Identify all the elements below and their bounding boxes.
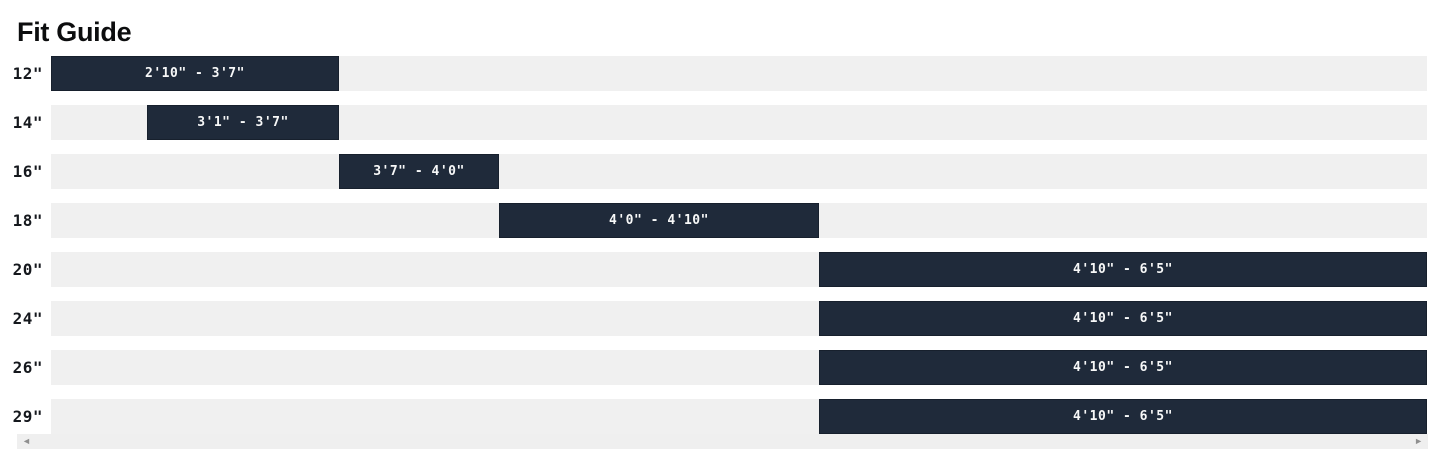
wheel-size-label: 12" (12, 64, 43, 83)
wheel-size-label: 26" (12, 358, 43, 377)
fit-guide-row: 29" 4'10" - 6'5" (0, 399, 1445, 434)
fit-guide-row: 26" 4'10" - 6'5" (0, 350, 1445, 385)
height-range-bar: 4'10" - 6'5" (819, 350, 1427, 385)
height-range-label: 3'7" - 4'0" (373, 164, 465, 179)
fit-guide-row: 18" 4'0" - 4'10" (0, 203, 1445, 238)
wheel-size-label: 24" (12, 309, 43, 328)
fit-guide-row: 14" 3'1" - 3'7" (0, 105, 1445, 140)
height-range-bar: 4'0" - 4'10" (499, 203, 819, 238)
fit-guide-row: 16" 3'7" - 4'0" (0, 154, 1445, 189)
scroll-right-icon[interactable]: ► (1414, 436, 1423, 446)
height-range-label: 4'10" - 6'5" (1073, 311, 1173, 326)
height-range-label: 4'0" - 4'10" (609, 213, 709, 228)
height-range-label: 4'10" - 6'5" (1073, 262, 1173, 277)
height-range-label: 3'1" - 3'7" (197, 115, 289, 130)
height-range-label: 4'10" - 6'5" (1073, 360, 1173, 375)
height-range-track: 2'10" - 3'7" (51, 56, 1427, 91)
page-title: Fit Guide (17, 17, 132, 48)
height-range-bar: 4'10" - 6'5" (819, 252, 1427, 287)
height-range-bar: 4'10" - 6'5" (819, 301, 1427, 336)
height-range-track: 4'10" - 6'5" (51, 252, 1427, 287)
wheel-size-label: 16" (12, 162, 43, 181)
wheel-size-label: 29" (12, 407, 43, 426)
fit-guide-chart: 12" 2'10" - 3'7" 14" 3'1" - 3'7" 16" 3'7… (0, 56, 1445, 434)
height-range-track: 3'1" - 3'7" (51, 105, 1427, 140)
height-range-track: 4'10" - 6'5" (51, 301, 1427, 336)
height-range-track: 3'7" - 4'0" (51, 154, 1427, 189)
height-range-track: 4'0" - 4'10" (51, 203, 1427, 238)
height-range-label: 2'10" - 3'7" (145, 66, 245, 81)
height-range-bar: 4'10" - 6'5" (819, 399, 1427, 434)
wheel-size-label: 20" (12, 260, 43, 279)
height-range-bar: 2'10" - 3'7" (51, 56, 339, 91)
height-range-track: 4'10" - 6'5" (51, 350, 1427, 385)
height-range-bar: 3'7" - 4'0" (339, 154, 499, 189)
fit-guide-row: 24" 4'10" - 6'5" (0, 301, 1445, 336)
height-range-bar: 3'1" - 3'7" (147, 105, 339, 140)
height-range-track: 4'10" - 6'5" (51, 399, 1427, 434)
wheel-size-label: 18" (12, 211, 43, 230)
wheel-size-label: 14" (12, 113, 43, 132)
height-range-label: 4'10" - 6'5" (1073, 409, 1173, 424)
horizontal-scrollbar[interactable]: ◄ ► (17, 434, 1428, 449)
fit-guide-row: 20" 4'10" - 6'5" (0, 252, 1445, 287)
fit-guide-row: 12" 2'10" - 3'7" (0, 56, 1445, 91)
scroll-left-icon[interactable]: ◄ (22, 436, 31, 446)
